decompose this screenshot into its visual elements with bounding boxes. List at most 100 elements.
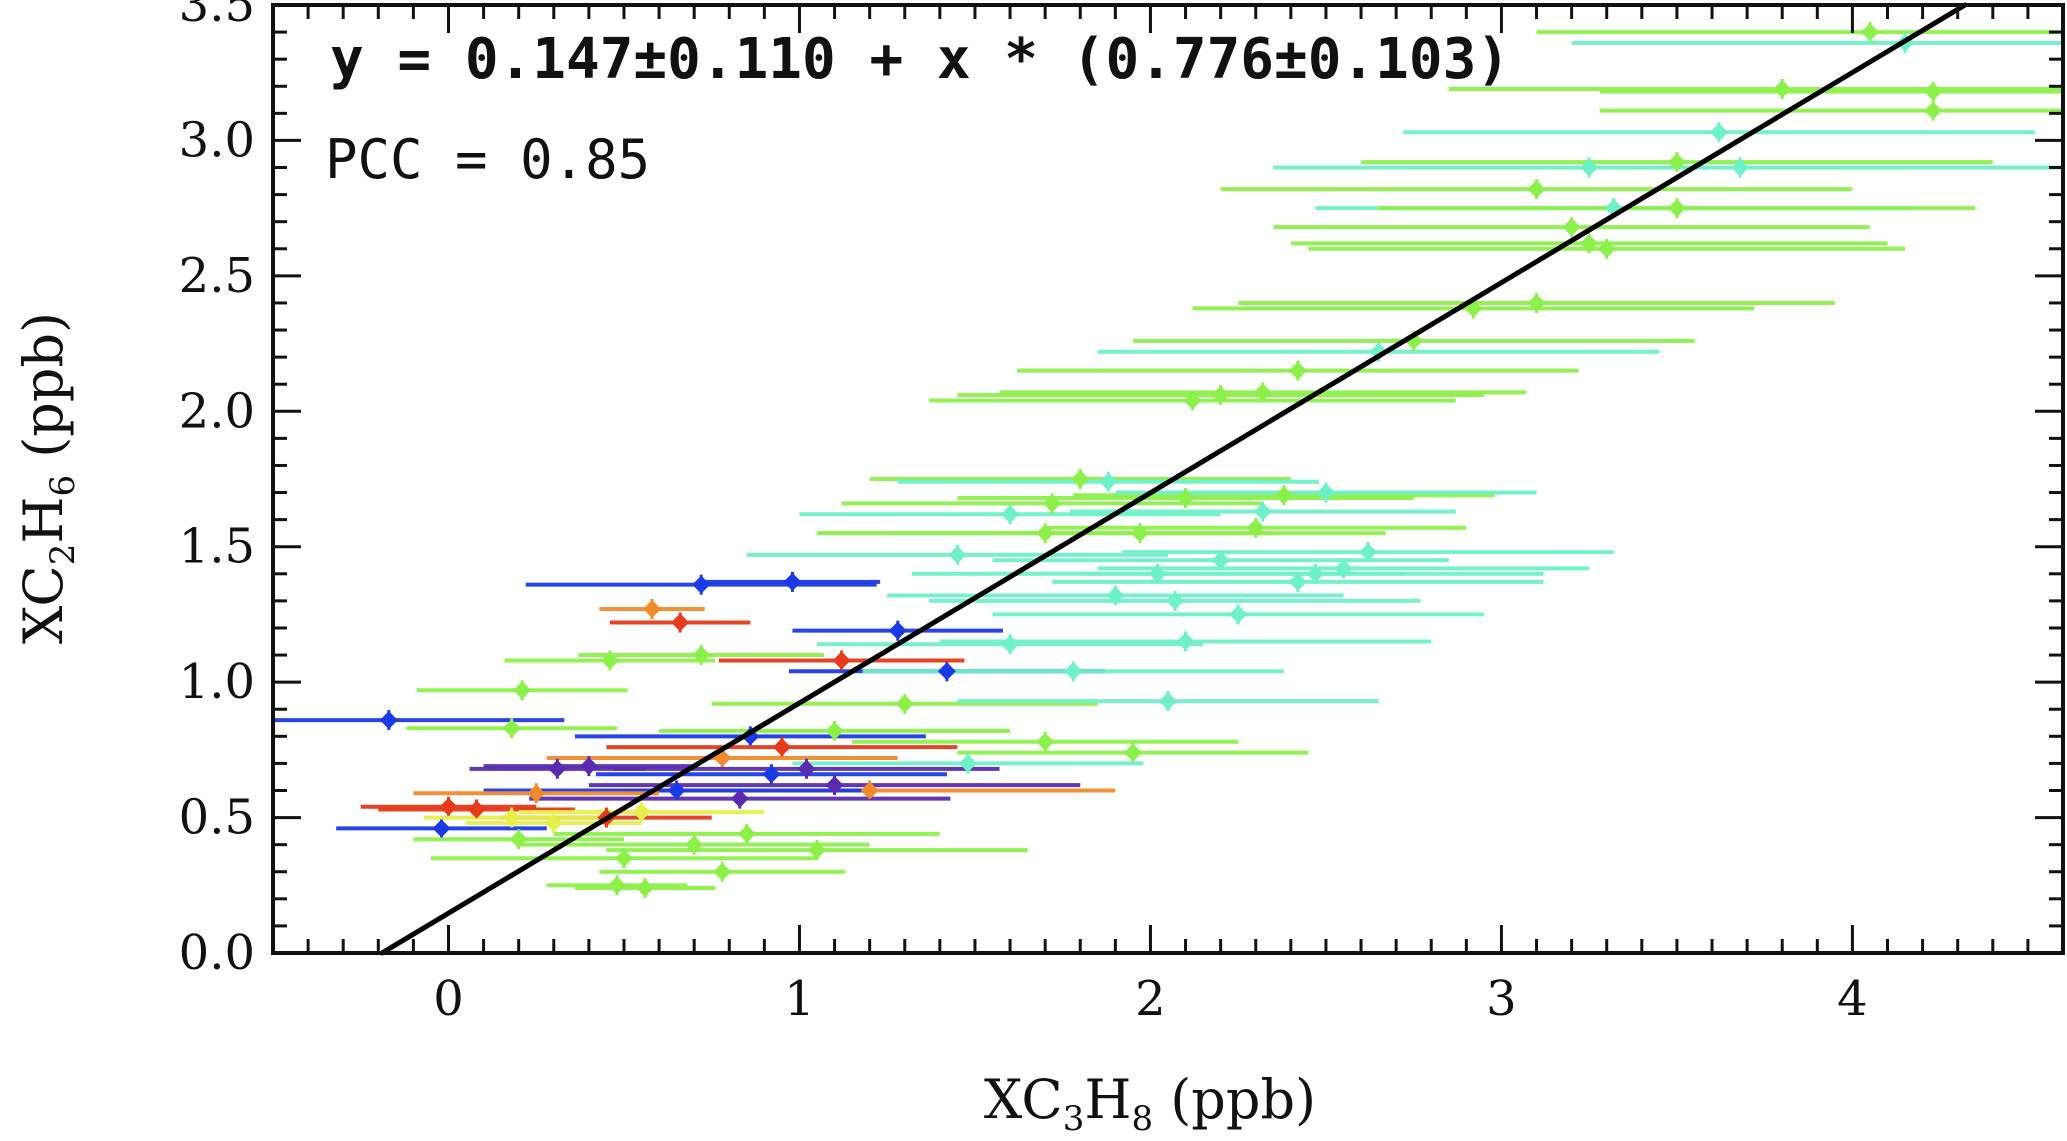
- y-tick-label: 0.5: [179, 790, 255, 846]
- y-axis-title: XC2H6 (ppb): [12, 312, 83, 644]
- data-point: [614, 849, 633, 868]
- data-point: [825, 776, 844, 795]
- pcc-annotation: PCC = 0.85: [325, 128, 650, 191]
- data-point: [825, 721, 844, 740]
- data-point: [1334, 559, 1353, 578]
- plot-frame: [271, 3, 2065, 955]
- y-tick-label: 1.5: [179, 519, 255, 575]
- axis-ticks: [271, 3, 2065, 955]
- data-point: [797, 759, 816, 778]
- data-point: [636, 878, 655, 897]
- x-axis-title-base: XC: [984, 1068, 1063, 1131]
- data-point: [1580, 234, 1599, 253]
- data-point: [513, 681, 532, 700]
- data-point: [1359, 543, 1378, 562]
- x-tick-label: 3: [1486, 971, 1517, 1027]
- data-point: [737, 824, 756, 843]
- data-point: [509, 830, 528, 849]
- data-point: [685, 835, 704, 854]
- data-point: [1211, 551, 1230, 570]
- data-point: [1527, 293, 1546, 312]
- data-point: [1001, 635, 1020, 654]
- data-point: [1176, 488, 1195, 507]
- data-point: [1288, 572, 1307, 591]
- data-point: [1071, 470, 1090, 488]
- data-point: [1159, 692, 1177, 711]
- data-point: [1597, 239, 1616, 258]
- data-point: [579, 757, 598, 776]
- y-tick-label: 3.5: [179, 0, 255, 33]
- x-axis-title: XC3H8 (ppb): [984, 1068, 1316, 1139]
- data-point: [762, 765, 781, 784]
- data-point: [467, 800, 486, 819]
- data-point: [1667, 199, 1686, 218]
- x-tick-label: 4: [1837, 971, 1868, 1027]
- data-point: [1043, 494, 1062, 513]
- y-axis-title-unit: (ppb): [12, 312, 75, 475]
- y-tick-label: 2.0: [179, 383, 255, 439]
- data-point: [607, 876, 626, 895]
- data-point: [1211, 386, 1230, 405]
- data-point: [544, 813, 563, 832]
- data-point: [1064, 662, 1083, 681]
- y-axis-title-mid: H: [12, 497, 75, 544]
- data-point: [632, 803, 651, 822]
- x-axis-title-sub1: 3: [1063, 1099, 1085, 1139]
- data-point: [1148, 564, 1167, 583]
- x-tick-label: 0: [433, 971, 464, 1027]
- data-point: [958, 754, 977, 773]
- data-point: [600, 651, 619, 670]
- y-axis-title-base: XC: [12, 565, 75, 644]
- x-axis-title-mid: H: [1084, 1068, 1131, 1131]
- y-axis-title-sub2: 6: [43, 475, 83, 497]
- data-point: [1580, 158, 1599, 177]
- data-point: [895, 694, 914, 713]
- tick-labels: 0 1 2 3 4 0.0 0.5 1.0 1.5 2.0 2.5 3.0 3.5: [179, 0, 1868, 1027]
- data-point: [937, 662, 956, 681]
- data-point: [1773, 79, 1792, 98]
- data-points: [379, 23, 1943, 897]
- data-point: [432, 819, 451, 838]
- data-point: [439, 797, 458, 816]
- y-tick-label: 3.0: [179, 112, 255, 168]
- data-point: [1253, 383, 1272, 402]
- data-point: [1274, 486, 1293, 505]
- data-point: [772, 738, 791, 757]
- data-point: [832, 651, 851, 670]
- data-point: [1316, 483, 1335, 502]
- x-axis-title-sub2: 8: [1131, 1099, 1153, 1139]
- y-tick-label: 2.5: [179, 248, 255, 304]
- data-point: [671, 613, 690, 632]
- data-point: [730, 789, 749, 808]
- data-point: [1166, 591, 1185, 610]
- data-point: [808, 841, 827, 860]
- data-point: [1731, 158, 1750, 177]
- y-tick-label: 0.0: [179, 925, 255, 981]
- data-point: [643, 600, 662, 619]
- data-point: [1183, 391, 1202, 410]
- data-point: [548, 759, 567, 778]
- data-point: [1001, 505, 1020, 524]
- data-point: [1130, 524, 1149, 543]
- data-point: [1036, 524, 1055, 543]
- fit-equation-annotation: y = 0.147±0.110 + x * (0.776±0.103): [330, 27, 1510, 92]
- data-point: [502, 719, 521, 738]
- data-point: [1860, 23, 1879, 42]
- data-point: [527, 784, 546, 803]
- x-tick-label: 1: [784, 971, 815, 1027]
- data-point: [1527, 180, 1546, 199]
- data-point: [1288, 361, 1307, 380]
- data-point: [1123, 743, 1142, 762]
- data-point: [1106, 586, 1125, 605]
- y-tick-label: 1.0: [179, 654, 255, 710]
- data-point: [1099, 472, 1118, 491]
- data-point: [948, 545, 967, 564]
- data-point: [1036, 732, 1055, 751]
- data-point: [1710, 123, 1729, 142]
- data-point: [1667, 153, 1686, 172]
- data-point: [1176, 632, 1195, 651]
- regression-line: [379, 2, 1968, 956]
- data-point: [1924, 101, 1943, 120]
- data-point: [1246, 518, 1265, 537]
- data-point: [1253, 502, 1272, 521]
